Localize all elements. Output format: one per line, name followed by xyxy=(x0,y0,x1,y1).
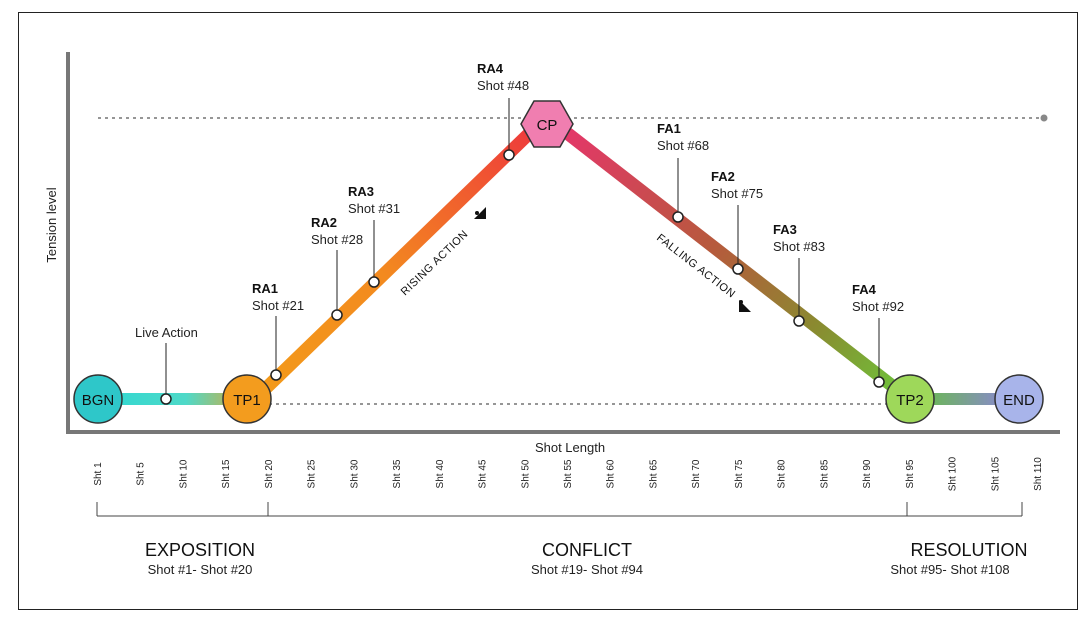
tick-label: Sht 30 xyxy=(349,459,360,488)
point-subtitle: Shot #92 xyxy=(852,299,904,314)
falling-arrow-dot-icon xyxy=(739,300,743,304)
tick-label: Sht 55 xyxy=(563,459,574,488)
flat-segment-left xyxy=(98,393,258,405)
phase-range: Shot #19- Shot #94 xyxy=(531,562,643,577)
node-bgn: BGN xyxy=(73,374,123,424)
point-marker xyxy=(270,369,282,381)
point-title: FA3 xyxy=(773,222,797,237)
phase-title: RESOLUTION xyxy=(910,540,1027,560)
tick-label: Sht 5 xyxy=(136,462,147,486)
tick-label: Sht 40 xyxy=(435,459,446,488)
point-live-action: Live Action xyxy=(135,325,198,405)
point-marker xyxy=(732,263,744,275)
tick-label: Sht 15 xyxy=(221,459,232,488)
node-label: BGN xyxy=(82,392,115,409)
tick-label: Sht 90 xyxy=(862,459,873,488)
tick-label: Sht 65 xyxy=(649,459,660,488)
point-marker xyxy=(672,211,684,223)
tick-label: Sht 50 xyxy=(520,459,531,488)
tick-label: Sht 100 xyxy=(948,456,959,491)
tick-label: Sht 105 xyxy=(990,456,1001,491)
peak-reference-end-dot xyxy=(1040,114,1048,122)
point-subtitle: Shot #28 xyxy=(311,232,363,247)
tick-label: Sht 1 xyxy=(93,462,104,486)
phase-brackets xyxy=(96,502,1023,517)
phase-exposition: EXPOSITION Shot #1- Shot #20 xyxy=(145,540,255,577)
point-fa4: FA4 Shot #92 xyxy=(852,282,904,388)
point-subtitle: Shot #48 xyxy=(477,78,529,93)
point-title: RA2 xyxy=(311,215,337,230)
tick-label: Sht 85 xyxy=(819,459,830,488)
node-tp1: TP1 xyxy=(222,374,272,424)
point-fa3: FA3 Shot #83 xyxy=(773,222,825,327)
tick-label: Sht 20 xyxy=(264,459,275,488)
point-ra1: RA1 Shot #21 xyxy=(252,281,304,381)
point-title: RA3 xyxy=(348,184,374,199)
tick-label: Sht 110 xyxy=(1033,457,1044,491)
rising-action-label: RISING ACTION xyxy=(399,228,471,298)
phase-resolution: RESOLUTION Shot #95- Shot #108 xyxy=(890,540,1027,577)
tick-label: Sht 80 xyxy=(777,459,788,488)
phase-range: Shot #95- Shot #108 xyxy=(890,562,1009,577)
point-subtitle: Shot #75 xyxy=(711,186,763,201)
point-ra2: RA2 Shot #28 xyxy=(311,215,363,321)
node-label: TP1 xyxy=(233,392,261,409)
shot-tick-labels: Sht 1 Sht 5 Sht 10 Sht 15 Sht 20 Sht 25 Sht 30… xyxy=(93,456,1044,491)
point-marker xyxy=(368,276,380,288)
rising-segment xyxy=(255,119,544,399)
point-ra4: RA4 Shot #48 xyxy=(477,61,529,161)
point-marker xyxy=(160,393,172,405)
point-subtitle: Shot #21 xyxy=(252,298,304,313)
falling-segment xyxy=(551,119,911,402)
phase-conflict: CONFLICT Shot #19- Shot #94 xyxy=(531,540,643,577)
tick-label: Sht 45 xyxy=(478,459,489,488)
point-marker xyxy=(503,149,515,161)
point-ra3: RA3 Shot #31 xyxy=(348,184,400,288)
tick-label: Sht 70 xyxy=(691,459,702,488)
point-title: FA1 xyxy=(657,121,681,136)
point-subtitle: Shot #83 xyxy=(773,239,825,254)
tick-label: Sht 95 xyxy=(905,459,916,488)
point-subtitle: Shot #31 xyxy=(348,201,400,216)
falling-action-label: FALLING ACTION xyxy=(654,232,737,301)
node-end: END xyxy=(994,374,1044,424)
node-cp: CP xyxy=(520,100,574,148)
rising-arrow-dot-icon xyxy=(475,211,479,215)
point-title: RA1 xyxy=(252,281,278,296)
y-axis-label: Tension level xyxy=(44,187,59,262)
point-subtitle: Shot #68 xyxy=(657,138,709,153)
tick-label: Sht 75 xyxy=(734,459,745,488)
point-marker xyxy=(873,376,885,388)
point-fa1: FA1 Shot #68 xyxy=(657,121,709,223)
tick-label: Sht 60 xyxy=(606,459,617,488)
point-subtitle: Live Action xyxy=(135,325,198,340)
phase-title: CONFLICT xyxy=(542,540,632,560)
node-label: CP xyxy=(537,117,558,134)
flat-segment-right xyxy=(908,393,1018,405)
point-title: FA2 xyxy=(711,169,735,184)
point-marker xyxy=(793,315,805,327)
phase-range: Shot #1- Shot #20 xyxy=(148,562,253,577)
point-fa2: FA2 Shot #75 xyxy=(711,169,763,275)
tick-label: Sht 10 xyxy=(179,459,190,488)
tick-label: Sht 35 xyxy=(392,459,403,488)
node-label: END xyxy=(1003,392,1035,409)
rising-arrow-icon xyxy=(474,207,486,219)
node-tp2: TP2 xyxy=(885,374,935,424)
tick-label: Sht 25 xyxy=(307,459,318,488)
point-marker xyxy=(331,309,343,321)
node-label: TP2 xyxy=(896,392,924,409)
x-axis-label: Shot Length xyxy=(535,440,605,455)
phase-title: EXPOSITION xyxy=(145,540,255,560)
point-title: FA4 xyxy=(852,282,877,297)
point-title: RA4 xyxy=(477,61,504,76)
